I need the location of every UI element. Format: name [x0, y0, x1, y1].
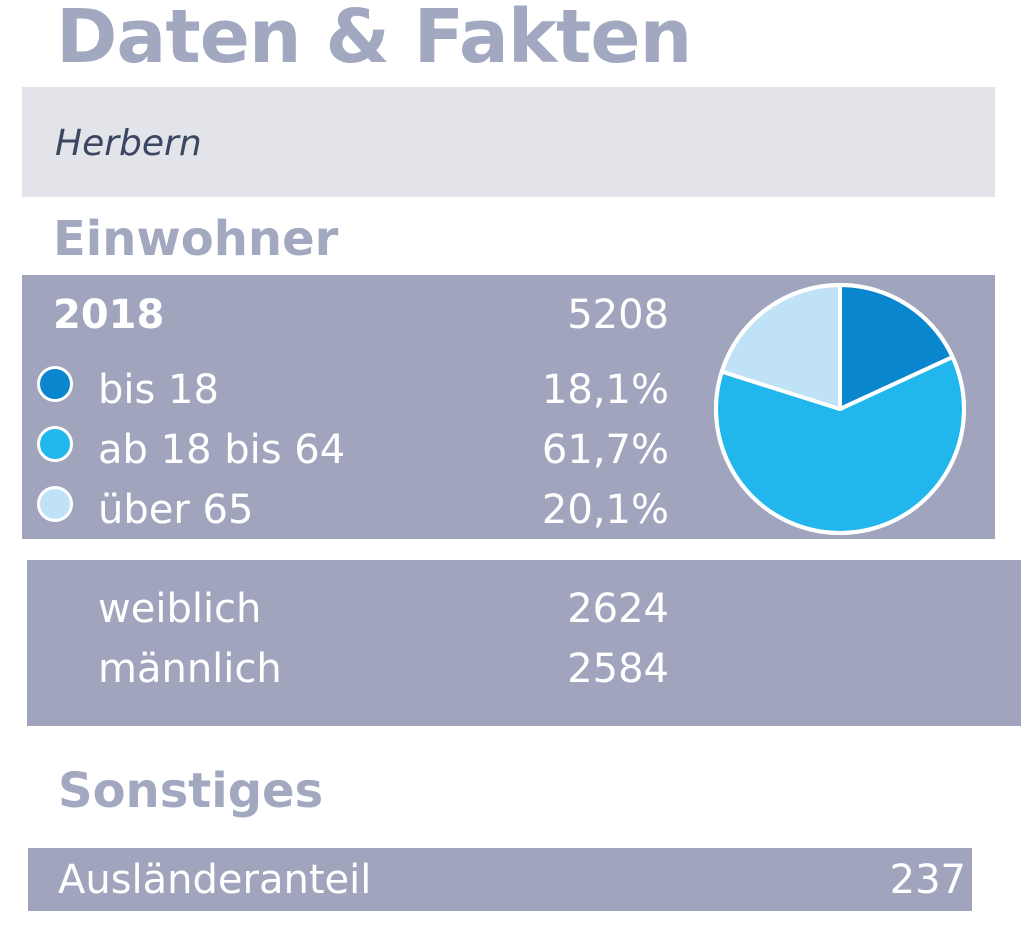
- age-pie-chart: [714, 283, 966, 535]
- legend-dot-bis-18: [37, 366, 73, 402]
- legend-label-ueber-65: über 65: [98, 487, 254, 533]
- year-label: 2018: [53, 292, 165, 338]
- page-title: Daten & Fakten: [56, 0, 692, 80]
- gender-label-weiblich: weiblich: [98, 586, 262, 632]
- einwohner-age-box: 2018 5208 bis 18 18,1% ab 18 bis 64 61,7…: [22, 275, 995, 539]
- legend-dot-ueber-65: [37, 486, 73, 522]
- gender-value-maennlich: 2584: [567, 646, 669, 692]
- legend-dot-18-64: [37, 426, 73, 462]
- sonstiges-heading: Sonstiges: [58, 763, 324, 819]
- legend-value-bis-18: 18,1%: [541, 367, 669, 413]
- sonstiges-box: Ausländeranteil 237: [28, 848, 972, 911]
- auslaender-label: Ausländeranteil: [58, 857, 372, 903]
- legend-value-18-64: 61,7%: [541, 427, 669, 473]
- gender-value-weiblich: 2624: [567, 586, 669, 632]
- legend-value-ueber-65: 20,1%: [541, 487, 669, 533]
- einwohner-gender-box: weiblich 2624 männlich 2584: [27, 560, 1021, 726]
- gender-label-maennlich: männlich: [98, 646, 282, 692]
- place-bar: Herbern: [22, 87, 995, 197]
- legend-label-bis-18: bis 18: [98, 367, 219, 413]
- place-name: Herbern: [55, 123, 202, 164]
- legend-label-18-64: ab 18 bis 64: [98, 427, 346, 473]
- total-value: 5208: [567, 292, 669, 338]
- pie-outline: [714, 283, 966, 535]
- auslaender-value: 237: [889, 857, 966, 903]
- einwohner-heading: Einwohner: [53, 211, 339, 267]
